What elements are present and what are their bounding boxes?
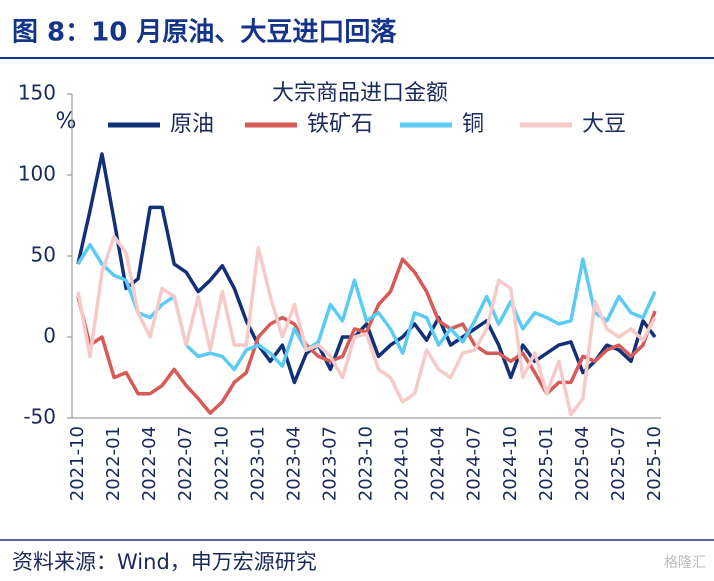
x-tick-label: 2025-07: [608, 426, 629, 501]
y-tick-label: 150: [18, 81, 56, 105]
page-title: 图 8：10 月原油、大豆进口回落: [12, 18, 397, 48]
x-tick-label: 2022-01: [103, 426, 124, 501]
series-line: [76, 234, 657, 417]
x-tick-label: 2025-01: [536, 426, 557, 501]
x-tick-label: 2022-10: [211, 426, 232, 501]
x-tick-label: 2025-04: [572, 426, 593, 501]
x-tick-label: 2022-04: [139, 426, 160, 501]
x-tick-label: 2025-10: [644, 426, 665, 501]
x-tick-label: 2024-07: [464, 426, 485, 501]
x-tick-label: 2023-07: [319, 426, 340, 501]
x-tick-label: 2021-10: [67, 426, 88, 501]
legend-label: 铁矿石: [307, 112, 373, 137]
x-tick-label: 2023-04: [283, 426, 304, 501]
x-tick-label: 2024-10: [500, 426, 521, 501]
x-tick-label: 2023-01: [247, 426, 268, 501]
series-line: [76, 152, 657, 385]
y-tick-label: 100: [18, 162, 56, 186]
legend-label: 大豆: [582, 112, 626, 137]
y-tick-label: -50: [23, 405, 56, 429]
x-tick-label: 2024-01: [392, 426, 413, 501]
y-tick-label: 0: [43, 324, 56, 348]
y-tick-label: 50: [31, 243, 56, 267]
y-axis-label: %: [56, 109, 77, 134]
legend-label: 原油: [170, 112, 214, 137]
chart-title: 大宗商品进口金额: [272, 81, 448, 106]
x-tick-label: 2023-10: [356, 426, 377, 501]
legend-label: 铜: [462, 112, 484, 137]
series-line: [76, 242, 657, 372]
x-tick-label: 2024-04: [428, 426, 449, 501]
source: 资料来源：Wind，申万宏源研究: [12, 550, 317, 574]
x-tick-label: 2022-07: [175, 426, 196, 501]
watermark: 格隆汇: [664, 555, 706, 571]
